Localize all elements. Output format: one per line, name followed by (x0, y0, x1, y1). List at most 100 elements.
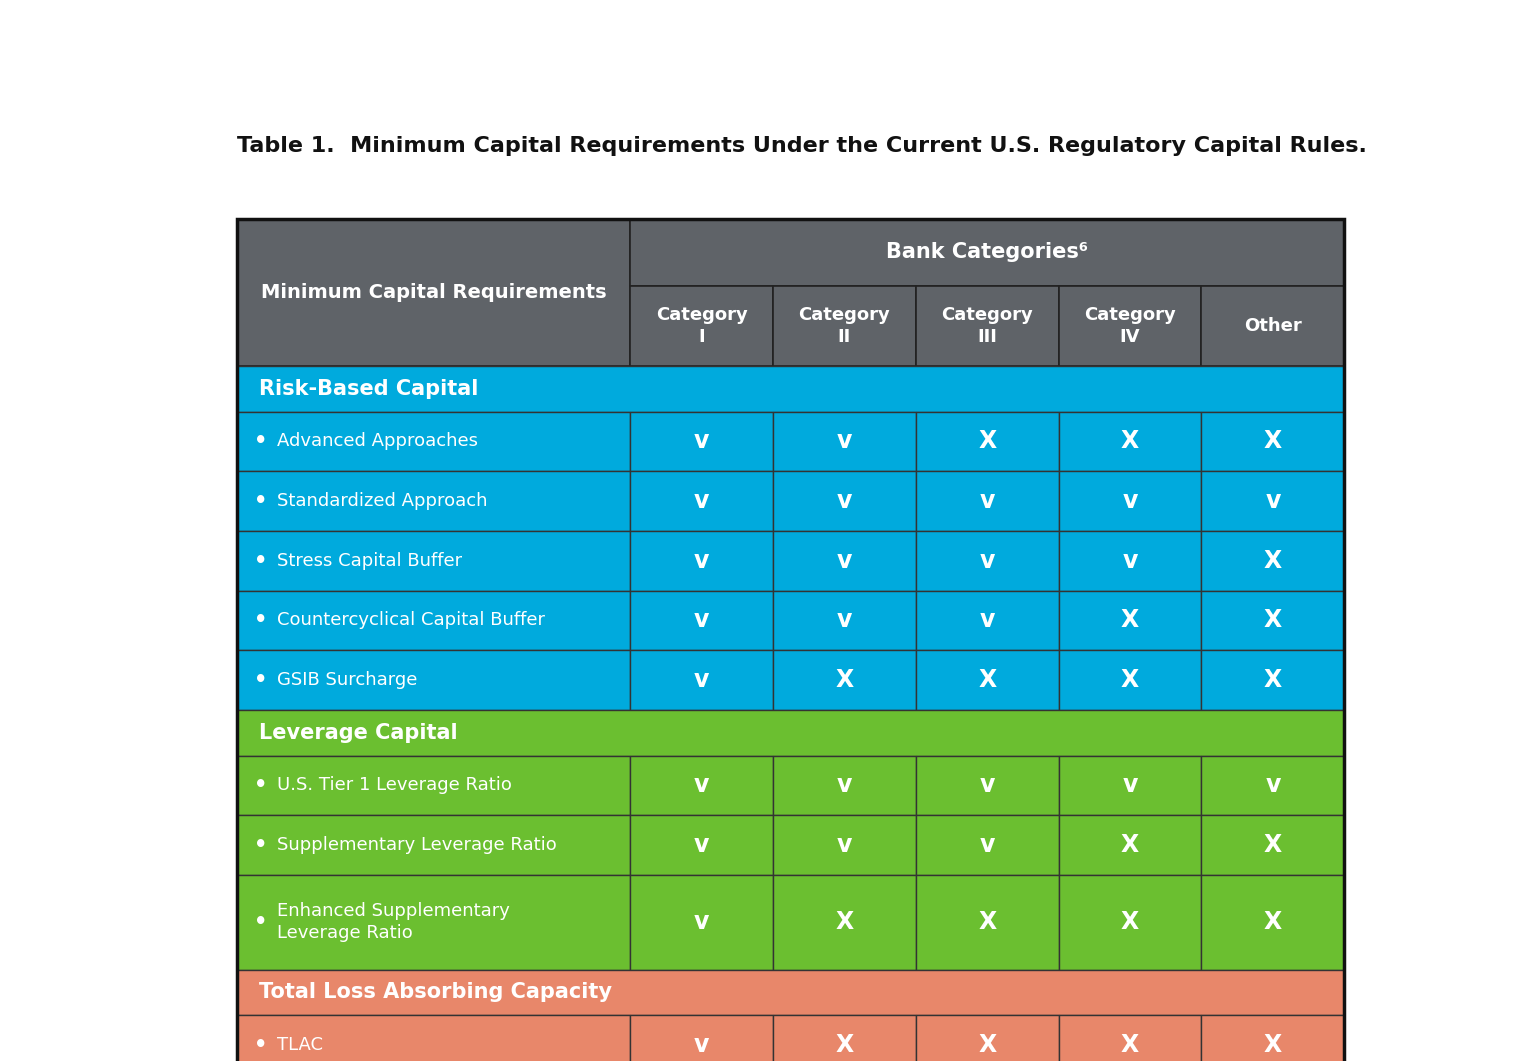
Text: X: X (1264, 668, 1283, 692)
Bar (1058, 412, 1201, 471)
Bar (915, 285, 1058, 366)
Text: Countercyclical Capital Buffer: Countercyclical Capital Buffer (276, 611, 545, 629)
Text: X: X (836, 668, 854, 692)
Text: v: v (694, 489, 710, 514)
Text: v: v (837, 608, 852, 632)
Text: v: v (694, 1033, 710, 1057)
Bar (630, 755, 773, 815)
Text: •: • (253, 912, 267, 933)
Text: v: v (837, 489, 852, 514)
Text: v: v (1123, 549, 1138, 573)
Text: X: X (1264, 608, 1283, 632)
Bar (1058, 875, 1201, 970)
Text: Bank Categories⁶: Bank Categories⁶ (886, 242, 1089, 262)
Text: v: v (694, 430, 710, 453)
Text: X: X (836, 910, 854, 935)
Text: v: v (694, 773, 710, 798)
Bar (237, 1015, 630, 1061)
Bar (773, 471, 915, 530)
Text: v: v (980, 773, 995, 798)
Text: Category
III: Category III (942, 306, 1034, 346)
Bar (630, 471, 773, 530)
Text: •: • (253, 1036, 267, 1056)
Bar (630, 412, 773, 471)
Bar (1058, 530, 1201, 591)
Bar (237, 650, 630, 710)
Text: X: X (836, 1033, 854, 1057)
Bar (237, 219, 630, 366)
Bar (1201, 650, 1344, 710)
Text: Supplementary Leverage Ratio: Supplementary Leverage Ratio (276, 836, 556, 854)
Text: Stress Capital Buffer: Stress Capital Buffer (276, 552, 462, 570)
Text: •: • (253, 669, 267, 690)
Bar (915, 530, 1058, 591)
Bar (915, 875, 1058, 970)
Bar (1201, 471, 1344, 530)
Text: v: v (837, 430, 852, 453)
Bar (1201, 530, 1344, 591)
Bar (630, 285, 773, 366)
Text: X: X (1121, 910, 1140, 935)
Bar (915, 591, 1058, 650)
Bar (773, 815, 915, 875)
Bar (1201, 591, 1344, 650)
Text: v: v (1123, 489, 1138, 514)
Text: X: X (1121, 1033, 1140, 1057)
Text: v: v (694, 910, 710, 935)
Text: v: v (1266, 773, 1281, 798)
Text: v: v (837, 833, 852, 857)
Bar (915, 1015, 1058, 1061)
Bar (773, 1015, 915, 1061)
Text: •: • (253, 835, 267, 855)
Text: X: X (1264, 1033, 1283, 1057)
Text: v: v (694, 608, 710, 632)
Text: Enhanced Supplementary
Leverage Ratio: Enhanced Supplementary Leverage Ratio (276, 902, 510, 942)
Bar (630, 219, 1344, 285)
Text: Standardized Approach: Standardized Approach (276, 492, 487, 510)
Bar (237, 530, 630, 591)
Bar (630, 1015, 773, 1061)
Bar (237, 755, 630, 815)
Text: X: X (1121, 833, 1140, 857)
Text: X: X (1121, 668, 1140, 692)
Bar (1201, 412, 1344, 471)
Bar (237, 710, 1344, 755)
Text: X: X (978, 1033, 997, 1057)
Text: v: v (694, 549, 710, 573)
Text: Minimum Capital Requirements: Minimum Capital Requirements (261, 283, 607, 301)
Text: •: • (253, 491, 267, 511)
Text: Category
II: Category II (799, 306, 891, 346)
Text: Category
IV: Category IV (1084, 306, 1177, 346)
Bar (773, 875, 915, 970)
Text: X: X (1264, 910, 1283, 935)
Text: X: X (978, 430, 997, 453)
Text: X: X (1264, 833, 1283, 857)
Bar (1058, 591, 1201, 650)
Bar (773, 285, 915, 366)
Bar (630, 591, 773, 650)
Text: Risk-Based Capital: Risk-Based Capital (258, 379, 478, 399)
Bar (1058, 285, 1201, 366)
Bar (1058, 650, 1201, 710)
Text: X: X (1121, 608, 1140, 632)
Text: Leverage Capital: Leverage Capital (258, 723, 458, 743)
Text: v: v (980, 549, 995, 573)
Bar (1058, 755, 1201, 815)
Text: v: v (980, 608, 995, 632)
Text: X: X (978, 668, 997, 692)
Text: v: v (1266, 489, 1281, 514)
Text: •: • (253, 610, 267, 630)
Bar (630, 650, 773, 710)
Text: X: X (1121, 430, 1140, 453)
Text: v: v (980, 489, 995, 514)
Bar (773, 650, 915, 710)
Text: v: v (694, 833, 710, 857)
Bar (773, 412, 915, 471)
Text: TLAC: TLAC (276, 1037, 323, 1055)
Bar (1201, 1015, 1344, 1061)
Bar (1058, 815, 1201, 875)
Text: v: v (837, 549, 852, 573)
Text: v: v (837, 773, 852, 798)
Text: •: • (253, 776, 267, 796)
Text: X: X (1264, 430, 1283, 453)
